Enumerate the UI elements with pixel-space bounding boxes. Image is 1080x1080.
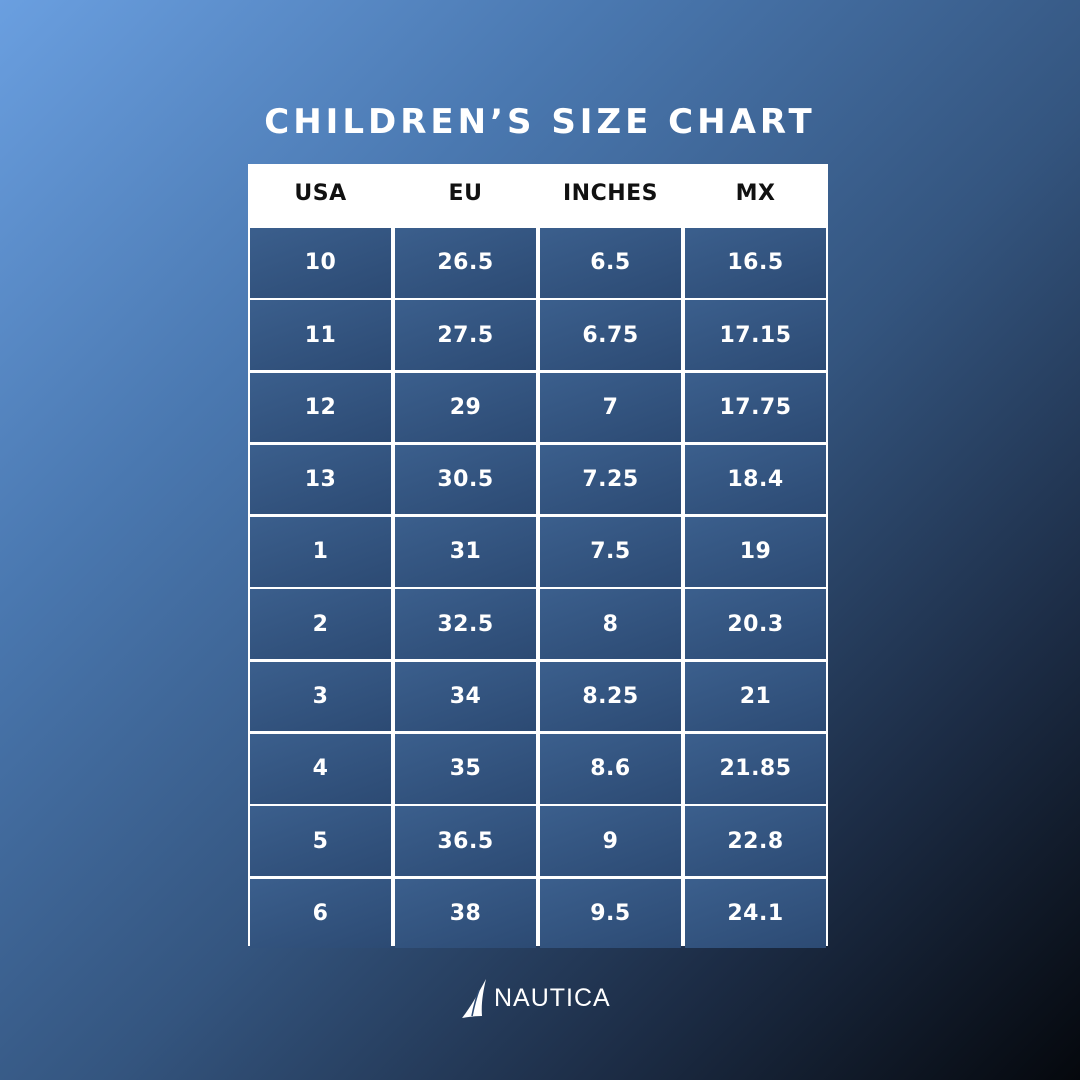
table-cell-mx: 22.8 [685, 806, 826, 876]
header-inches: INCHES [562, 181, 659, 206]
brand-logo: NAUTICA [460, 976, 611, 1020]
table-cell-usa: 6 [250, 878, 391, 949]
table-cell-eu: 34 [395, 661, 536, 732]
table-cell-eu: 30.5 [395, 444, 536, 515]
table-cell-eu: 32.5 [395, 589, 536, 659]
table-cell-usa: 3 [250, 661, 391, 732]
table-cell-eu: 26.5 [395, 228, 536, 298]
table-cell-usa: 4 [250, 733, 391, 804]
table-cell-mx: 17.15 [685, 300, 826, 370]
table-cell-inches: 9 [540, 806, 681, 876]
size-chart-table: USA EU INCHES MX 10 26.5 6.5 16.5 11 27.5 6.75… [248, 164, 828, 949]
table-cell-usa: 13 [250, 444, 391, 515]
table-cell-inches: 7 [540, 372, 681, 443]
header-eu: EU [448, 181, 483, 206]
table-cell-eu: 35 [395, 733, 536, 804]
table-cell-mx: 21.85 [685, 733, 826, 804]
table-cell-inches: 8.25 [540, 661, 681, 732]
table-cell-usa: 2 [250, 589, 391, 659]
table-cell-mx: 17.75 [685, 372, 826, 443]
page-title: CHILDREN’S SIZE CHART [264, 102, 816, 142]
table-cell-inches: 7.25 [540, 444, 681, 515]
table-header-row: USA EU INCHES MX [248, 164, 828, 226]
table-cell-eu: 38 [395, 878, 536, 949]
table-cell-mx: 24.1 [685, 878, 826, 949]
table-cell-mx: 18.4 [685, 444, 826, 515]
table-cell-eu: 29 [395, 372, 536, 443]
sail-icon [462, 979, 486, 1018]
table-cell-mx: 16.5 [685, 228, 826, 298]
table-cell-inches: 9.5 [540, 878, 681, 949]
table-cell-inches: 6.5 [540, 228, 681, 298]
table-cell-usa: 12 [250, 372, 391, 443]
table-cell-eu: 36.5 [395, 806, 536, 876]
table-cell-inches: 8 [540, 589, 681, 659]
table-cell-mx: 20.3 [685, 589, 826, 659]
table-cell-inches: 8.6 [540, 733, 681, 804]
brand-name: NAUTICA [494, 984, 611, 1012]
table-body: 10 26.5 6.5 16.5 11 27.5 6.75 17.15 12 29 7 17.75 13… [250, 228, 826, 949]
table-cell-mx: 19 [685, 517, 826, 587]
table-cell-mx: 21 [685, 661, 826, 732]
table-cell-eu: 27.5 [395, 300, 536, 370]
table-cell-usa: 10 [250, 228, 391, 298]
table-cell-usa: 1 [250, 517, 391, 587]
header-usa: USA [294, 181, 347, 206]
table-cell-inches: 6.75 [540, 300, 681, 370]
header-mx: MX [735, 181, 776, 206]
table-cell-usa: 5 [250, 806, 391, 876]
table-cell-usa: 11 [250, 300, 391, 370]
table-cell-inches: 7.5 [540, 517, 681, 587]
table-cell-eu: 31 [395, 517, 536, 587]
